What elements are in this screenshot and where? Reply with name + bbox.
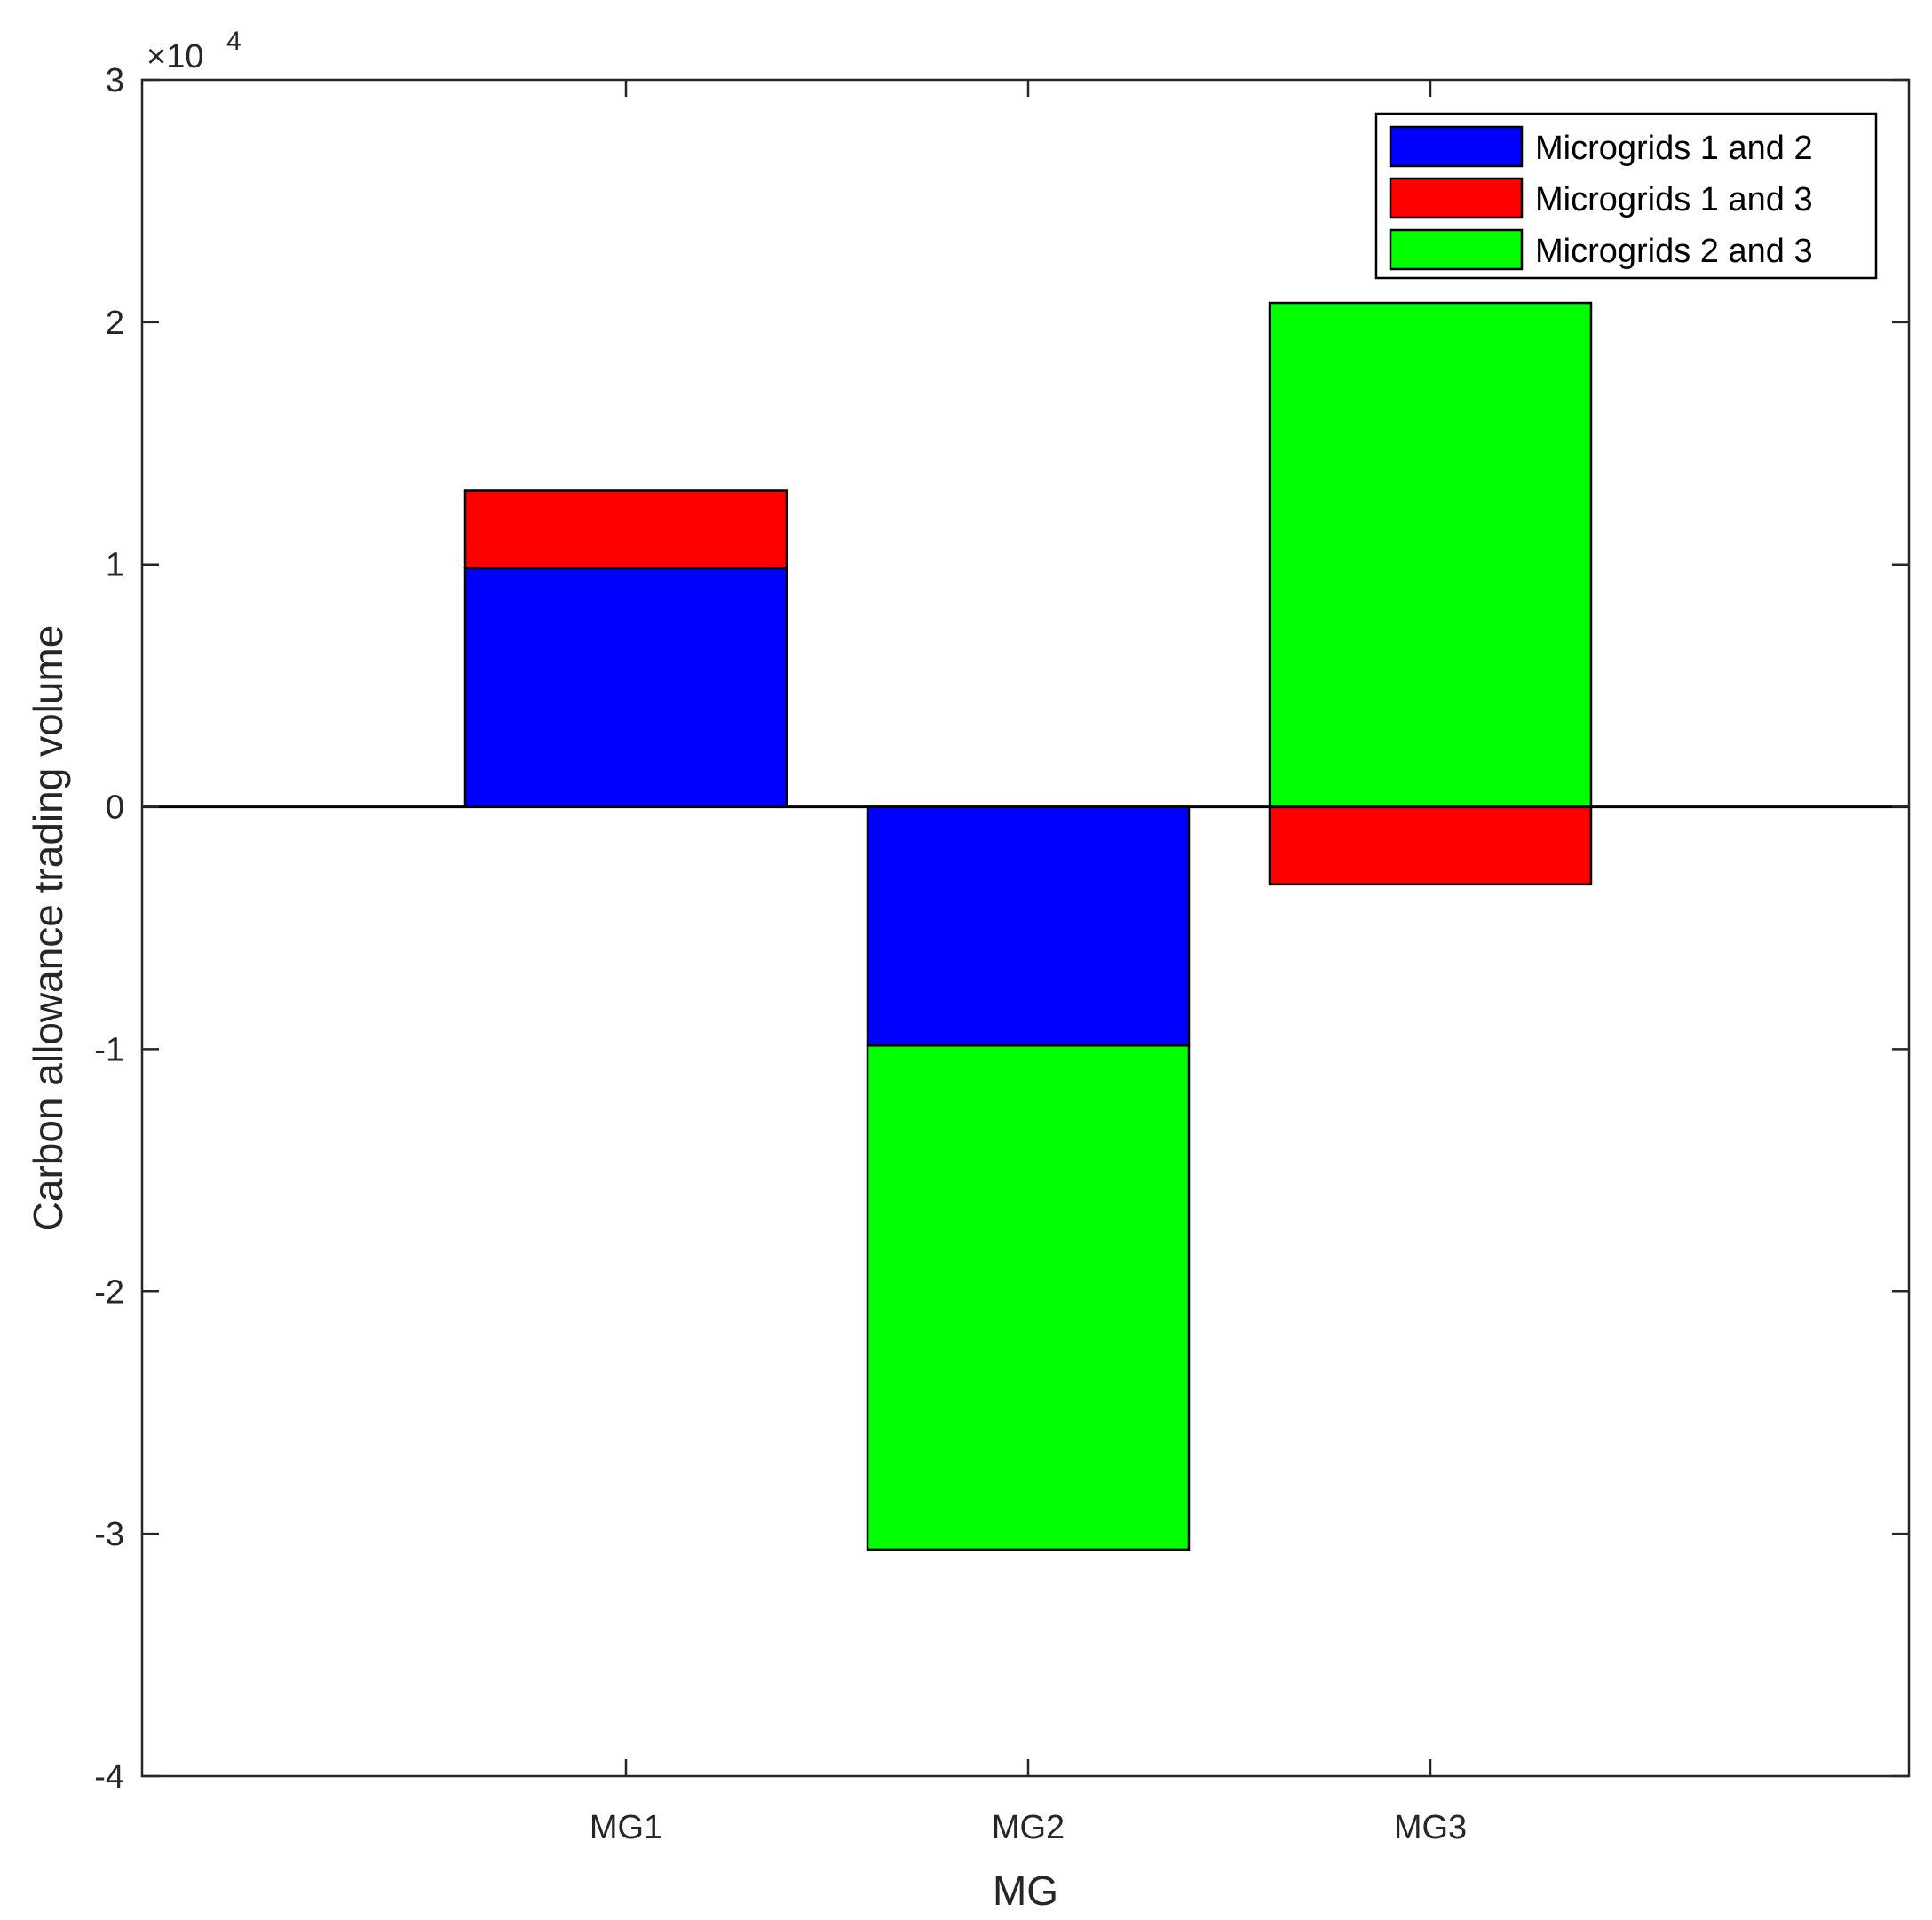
bar-mg3-series-3 — [1268, 301, 1593, 808]
bar-mg3-series-2 — [1268, 805, 1593, 886]
bar-mg2-series-1 — [866, 805, 1191, 1047]
legend-label: Microgrids 1 and 2 — [1535, 130, 1813, 167]
plot-frame — [140, 78, 1911, 1778]
y-tick-label: -2 — [94, 1273, 124, 1311]
y-tick-label: 3 — [106, 62, 124, 99]
x-tick-label: MG3 — [1394, 1809, 1467, 1846]
bar-mg1-series-1 — [463, 567, 788, 808]
y-tick-label: -3 — [94, 1516, 124, 1553]
legend-swatch — [1389, 177, 1524, 219]
legend: Microgrids 1 and 2 Microgrids 1 and 3 Micr… — [1374, 112, 1878, 280]
legend-swatch — [1389, 125, 1524, 168]
y-tick-label: -1 — [94, 1031, 124, 1068]
x-axis-title: MG — [993, 1868, 1058, 1914]
legend-swatch — [1389, 228, 1524, 271]
y-axis-title: Carbon allowance trading volume — [25, 625, 71, 1232]
legend-label: Microgrids 1 and 3 — [1535, 181, 1813, 218]
y-tick-label: -4 — [94, 1758, 124, 1796]
bar-mg2-series-3 — [866, 1044, 1191, 1551]
bars-layer — [463, 301, 1593, 1551]
legend-label: Microgrids 2 and 3 — [1535, 233, 1813, 270]
ticks-layer: -4 -3 -2 -1 0 1 2 3 MG1 MG2 MG3 — [94, 62, 1909, 1846]
y-tick-label: 2 — [106, 305, 124, 342]
y-tick-label: 1 — [106, 547, 124, 584]
x-tick-label: MG2 — [992, 1809, 1065, 1846]
y-exponent-power: 4 — [226, 27, 242, 56]
y-exponent-base: ×10 — [146, 38, 203, 75]
y-tick-label: 0 — [106, 789, 124, 827]
bar-mg1-series-2 — [463, 489, 788, 570]
x-tick-label: MG1 — [590, 1809, 662, 1846]
